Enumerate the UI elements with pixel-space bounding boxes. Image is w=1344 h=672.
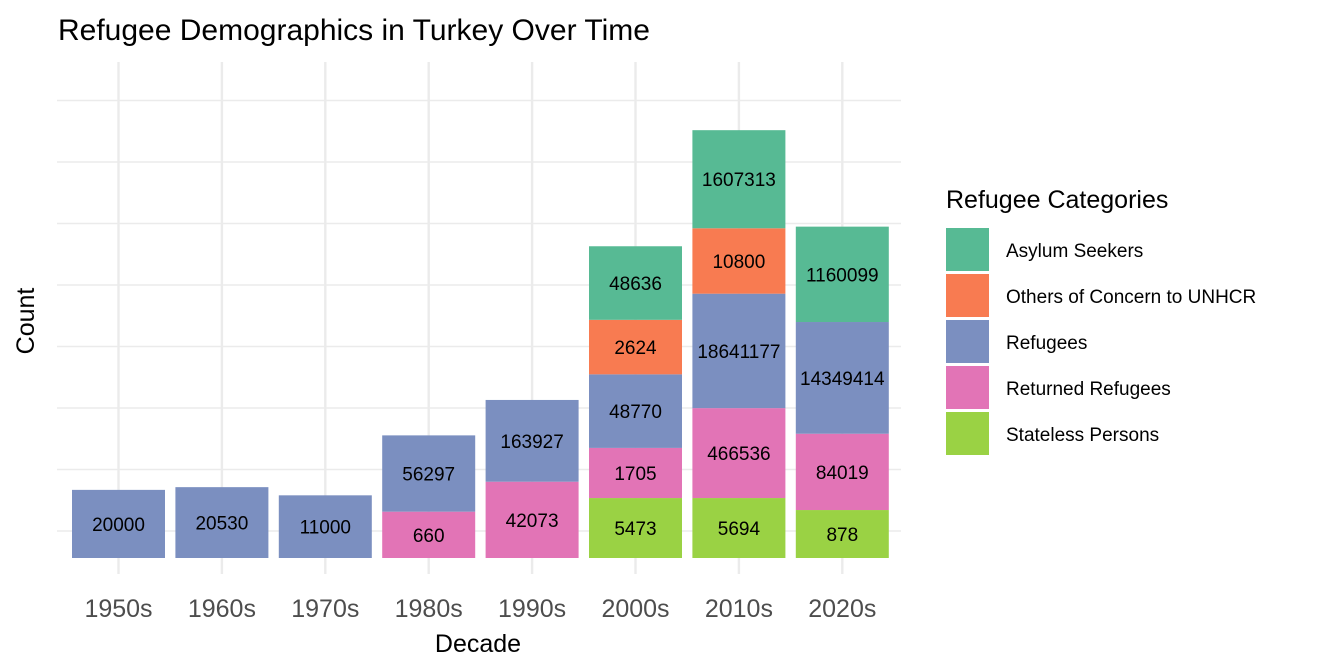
- x-tick-label-2000s: 2000s: [601, 595, 669, 623]
- legend: Refugee Categories Asylum Seekers Others …: [946, 186, 1256, 455]
- data-label-others-of-concern-to-unhcr-2000s: 2624: [614, 338, 657, 359]
- bar-refugees-2010s: [692, 293, 786, 409]
- data-label-returned-refugees-1980s: 660: [413, 526, 445, 547]
- x-tick-label-2010s: 2010s: [705, 595, 773, 623]
- data-label-returned-refugees-2020s: 84019: [816, 463, 869, 484]
- data-label-refugees-1990s: 163927: [500, 432, 563, 453]
- legend-swatch-asylum-seekers: [946, 228, 989, 271]
- x-tick-label-2020s: 2020s: [808, 595, 876, 623]
- data-label-returned-refugees-2010s: 466536: [707, 444, 770, 465]
- legend-swatch-refugees: [946, 320, 989, 363]
- bar-refugees-1980s: [382, 435, 476, 512]
- y-axis-title: Count: [12, 288, 40, 355]
- legend-swatch-others-of-concern-to-unhcr: [946, 274, 989, 317]
- bar-returned-refugees-2020s: [795, 433, 889, 511]
- data-label-refugees-1980s: 56297: [402, 465, 455, 486]
- chart-title: Refugee Demographics in Turkey Over Time: [58, 14, 650, 47]
- x-axis-tick-labels: 1950s 1960s 1970s 1980s 1990s 2000s 2010s 2020s: [84, 595, 876, 623]
- data-label-refugees-1960s: 20530: [195, 514, 248, 535]
- legend-title: Refugee Categories: [946, 186, 1168, 214]
- data-label-asylum-seekers-2000s: 48636: [609, 274, 662, 295]
- data-label-refugees-2020s: 14349414: [800, 369, 885, 390]
- bar-refugees-1990s: [485, 399, 579, 482]
- data-label-returned-refugees-2000s: 1705: [614, 464, 656, 485]
- data-label-refugees-2010s: 18641177: [697, 342, 780, 363]
- bar-returned-refugees-2010s: [692, 408, 786, 499]
- x-axis-title: Decade: [435, 630, 521, 658]
- bar-returned-refugees-1990s: [485, 481, 579, 558]
- bar-refugees-1970s: [278, 495, 372, 558]
- bar-returned-refugees-1980s: [382, 511, 476, 558]
- bar-asylum-seekers-2000s: [589, 246, 682, 320]
- data-label-returned-refugees-1990s: 42073: [506, 511, 559, 532]
- data-label-refugees-2000s: 48770: [609, 402, 662, 423]
- bar-asylum-seekers-2010s: [692, 130, 786, 229]
- data-label-stateless-persons-2010s: 5694: [718, 519, 761, 540]
- bar-returned-refugees-2000s: [589, 447, 682, 499]
- x-tick-label-1990s: 1990s: [498, 595, 566, 623]
- bar-others-of-concern-to-unhcr-2010s: [692, 228, 786, 294]
- bars: [72, 130, 889, 558]
- legend-label-asylum-seekers: Asylum Seekers: [1006, 241, 1143, 262]
- x-tick-label-1980s: 1980s: [395, 595, 463, 623]
- data-label-refugees-1950s: 20000: [92, 515, 145, 536]
- legend-swatch-stateless-persons: [946, 412, 989, 455]
- bar-refugees-2020s: [795, 322, 889, 434]
- data-label-stateless-persons-2020s: 878: [826, 525, 858, 546]
- bar-refugees-2000s: [589, 374, 682, 448]
- bar-refugees-1950s: [72, 489, 165, 558]
- legend-label-returned-refugees: Returned Refugees: [1006, 379, 1171, 400]
- data-label-asylum-seekers-2010s: 1607313: [702, 170, 776, 191]
- bar-asylum-seekers-2020s: [795, 226, 889, 323]
- legend-label-refugees: Refugees: [1006, 333, 1087, 354]
- legend-label-others-of-concern-to-unhcr: Others of Concern to UNHCR: [1006, 287, 1256, 308]
- x-tick-label-1950s: 1950s: [84, 595, 152, 623]
- data-label-others-of-concern-to-unhcr-2010s: 10800: [712, 252, 765, 273]
- bar-stateless-persons-2010s: [692, 498, 786, 558]
- bar-labels: 20000 20530 11000 660 56297 42073 163927 5473 17…: [92, 170, 885, 547]
- bar-others-of-concern-to-unhcr-2000s: [589, 319, 682, 375]
- data-label-asylum-seekers-2020s: 1160099: [806, 265, 879, 286]
- legend-swatch-returned-refugees: [946, 366, 989, 409]
- legend-label-stateless-persons: Stateless Persons: [1006, 425, 1159, 446]
- bar-stateless-persons-2020s: [795, 510, 889, 558]
- bar-stateless-persons-2000s: [589, 498, 682, 558]
- x-tick-label-1970s: 1970s: [291, 595, 359, 623]
- data-label-refugees-1970s: 11000: [300, 518, 351, 539]
- bar-refugees-1960s: [175, 487, 269, 558]
- data-label-stateless-persons-2000s: 5473: [614, 519, 656, 540]
- x-tick-label-1960s: 1960s: [188, 595, 256, 623]
